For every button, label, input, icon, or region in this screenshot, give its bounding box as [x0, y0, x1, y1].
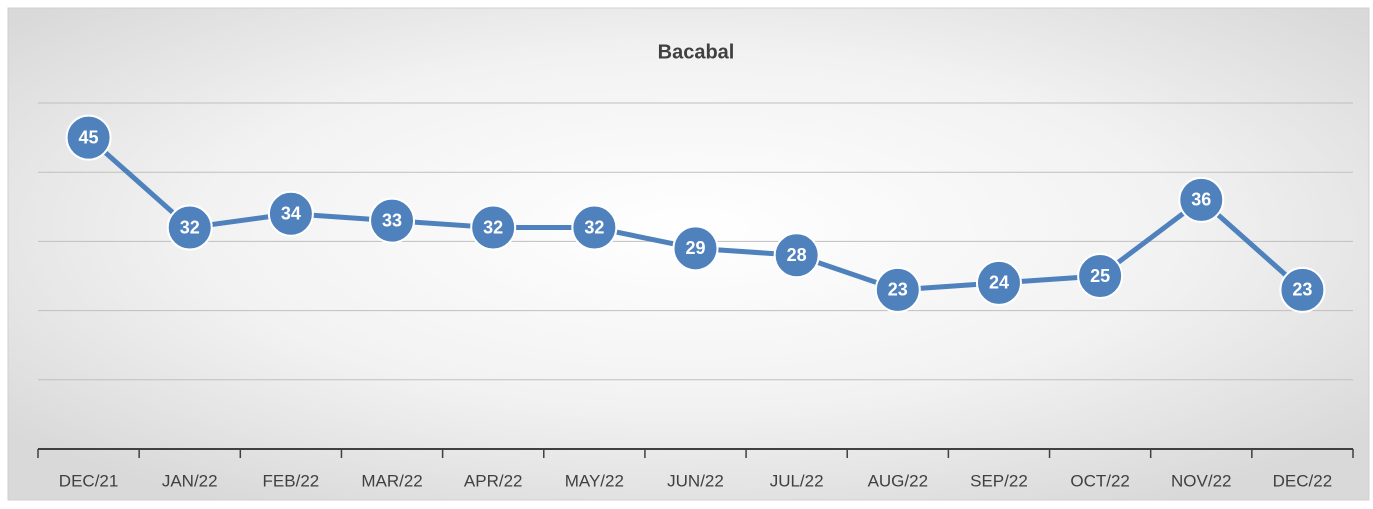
x-tick-label: FEB/22 — [263, 471, 320, 490]
x-tick-label: JUN/22 — [667, 471, 724, 490]
x-tick-label: JAN/22 — [162, 471, 218, 490]
marker — [874, 266, 921, 313]
marker — [267, 190, 314, 237]
marker — [65, 114, 112, 161]
marker — [166, 204, 213, 251]
marker — [1279, 266, 1326, 313]
chart-title: Bacabal — [658, 41, 735, 63]
x-tick-label: APR/22 — [464, 471, 523, 490]
marker — [369, 197, 416, 244]
data-label: 23 — [888, 280, 908, 300]
marker — [571, 204, 618, 251]
data-label: 36 — [1191, 190, 1211, 210]
data-label: 45 — [79, 127, 99, 147]
marker — [1178, 176, 1225, 223]
marker — [975, 259, 1022, 306]
x-tick-label: JUL/22 — [770, 471, 824, 490]
data-label: 29 — [685, 238, 705, 258]
x-tick-label: NOV/22 — [1171, 471, 1231, 490]
data-label: 28 — [787, 245, 807, 265]
x-tick-label: DEC/21 — [59, 471, 119, 490]
marker — [470, 204, 517, 251]
x-tick-label: OCT/22 — [1070, 471, 1130, 490]
marker — [672, 225, 719, 272]
data-label: 32 — [180, 217, 200, 237]
x-tick-label: SEP/22 — [970, 471, 1028, 490]
marker — [1077, 253, 1124, 299]
data-label: 32 — [483, 217, 503, 237]
marker — [773, 232, 820, 279]
data-label: 24 — [989, 273, 1009, 293]
x-tick-label: MAY/22 — [565, 471, 624, 490]
x-tick-label: MAR/22 — [361, 471, 422, 490]
data-label: 34 — [281, 203, 301, 223]
data-label: 33 — [382, 210, 402, 230]
x-tick-label: AUG/22 — [868, 471, 928, 490]
x-tick-label: DEC/22 — [1273, 471, 1333, 490]
data-label: 25 — [1090, 266, 1110, 286]
data-label: 32 — [584, 217, 604, 237]
data-label: 23 — [1292, 280, 1312, 300]
